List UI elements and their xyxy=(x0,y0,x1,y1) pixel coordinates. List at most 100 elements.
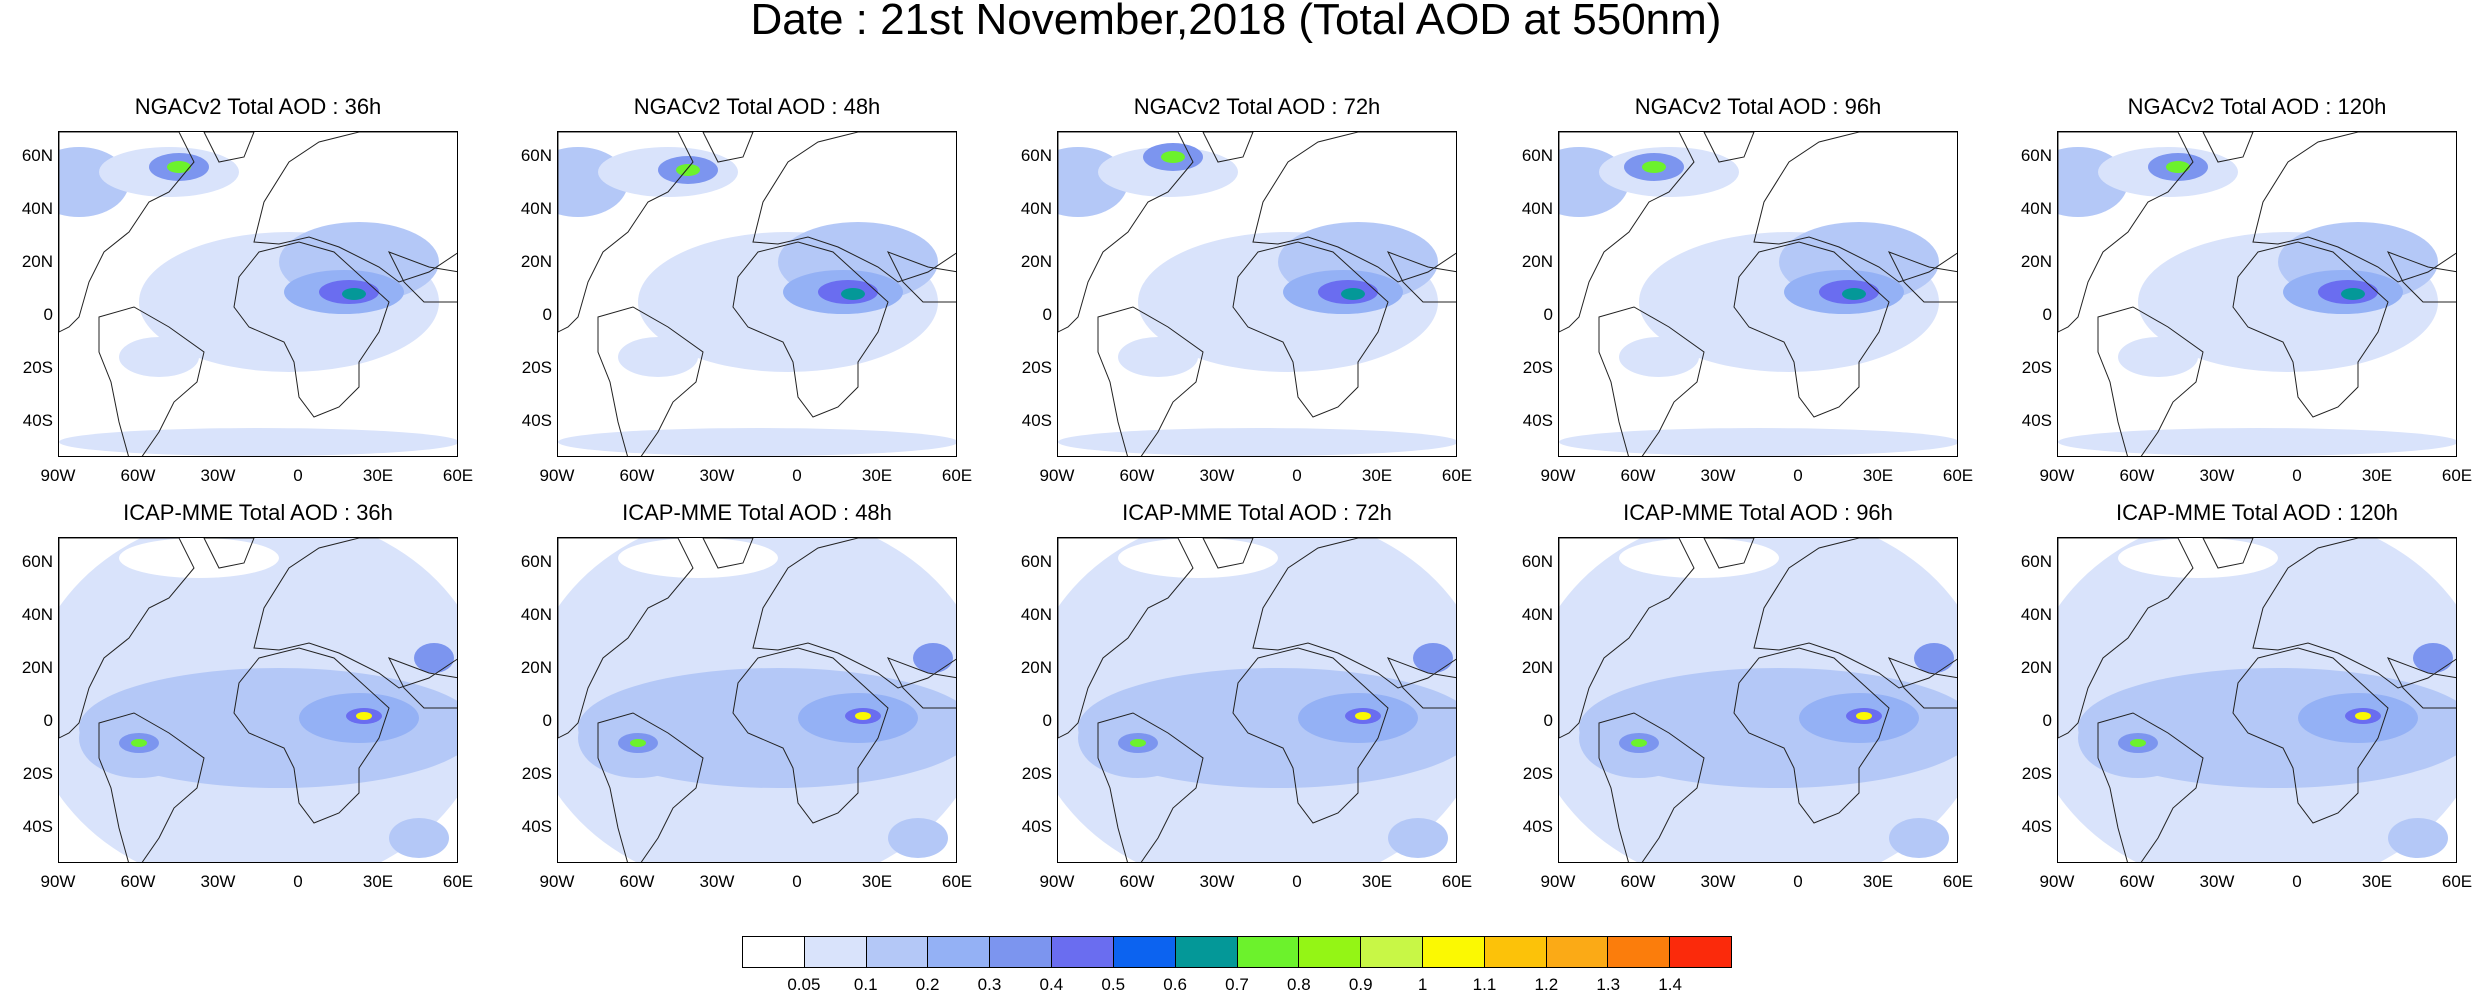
longitude-tick-label: 0 xyxy=(1292,466,1302,485)
colorbar-label: 0.2 xyxy=(915,975,940,994)
colorbar-swatch xyxy=(1236,937,1299,967)
latitude-tick-label: 40S xyxy=(1021,817,1052,836)
latitude-tick-label: 60N xyxy=(21,146,53,165)
longitude-tick-label: 60E xyxy=(2441,466,2472,485)
latitude-tick-label: 20N xyxy=(520,658,552,677)
aod-map xyxy=(1558,131,1958,457)
latitude-tick-label: 20S xyxy=(2021,358,2052,377)
longitude-tick-label: 60E xyxy=(442,466,474,485)
latitude-tick-label: 20N xyxy=(21,658,53,677)
latitude-tick-label: 40N xyxy=(1521,605,1553,624)
aod-map xyxy=(1057,537,1457,863)
colorbar-swatch xyxy=(1112,937,1175,967)
latitude-tick-label: 20N xyxy=(2020,658,2052,677)
panel-title: ICAP-MME Total AOD : 120h xyxy=(2115,500,2399,525)
longitude-tick-label: 60W xyxy=(1119,872,1155,891)
longitude-tick-label: 90W xyxy=(539,466,575,485)
panel-title: NGACv2 Total AOD : 36h xyxy=(134,94,382,119)
latitude-tick-label: 0 xyxy=(2042,711,2052,730)
latitude-tick-label: 20N xyxy=(1020,658,1052,677)
longitude-tick-label: 90W xyxy=(1039,872,1075,891)
latitude-tick-label: 40S xyxy=(1522,817,1553,836)
longitude-tick-label: 30W xyxy=(1199,466,1235,485)
colorbar-label: 0.3 xyxy=(977,975,1002,994)
colorbar-label: 1.4 xyxy=(1658,975,1682,994)
latitude-tick-label: 40N xyxy=(21,199,53,218)
panel-title: ICAP-MME Total AOD : 96h xyxy=(1623,500,1893,525)
panel-title: NGACv2 Total AOD : 72h xyxy=(1133,94,1381,119)
latitude-tick-label: 0 xyxy=(1543,305,1553,324)
colorbar-swatch xyxy=(927,937,990,967)
colorbar-swatch xyxy=(1545,937,1608,967)
latitude-tick-label: 0 xyxy=(1543,711,1553,730)
colorbar-swatch xyxy=(1360,937,1422,967)
colorbar-label: 0.9 xyxy=(1348,975,1373,994)
latitude-tick-label: 20S xyxy=(521,764,552,783)
latitude-tick-label: 40S xyxy=(2021,817,2052,836)
latitude-tick-label: 40S xyxy=(521,817,552,836)
longitude-tick-label: 90W xyxy=(40,872,76,891)
colorbar-label: 0.1 xyxy=(853,975,878,994)
colorbar-label: 0.05 xyxy=(787,975,821,994)
colorbar-label: 0.6 xyxy=(1163,975,1187,994)
colorbar-label: 0.7 xyxy=(1225,975,1249,994)
latitude-tick-label: 20S xyxy=(1021,764,1052,783)
colorbar-label: 1.3 xyxy=(1596,975,1621,994)
colorbar-label: 0.4 xyxy=(1039,975,1064,994)
longitude-tick-label: 60W xyxy=(2119,872,2155,891)
colorbar-label: 1.1 xyxy=(1472,975,1497,994)
longitude-tick-label: 60E xyxy=(2441,872,2472,891)
longitude-tick-label: 0 xyxy=(293,872,303,891)
longitude-tick-label: 30W xyxy=(200,466,236,485)
latitude-tick-label: 40S xyxy=(22,817,53,836)
longitude-tick-label: 60E xyxy=(1942,466,1974,485)
latitude-tick-label: 20S xyxy=(22,358,53,377)
longitude-tick-label: 60W xyxy=(1620,872,1656,891)
latitude-tick-label: 40N xyxy=(1020,605,1052,624)
latitude-tick-label: 40S xyxy=(22,411,53,430)
longitude-tick-label: 60E xyxy=(941,466,973,485)
longitude-tick-label: 60E xyxy=(941,872,973,891)
longitude-tick-label: 30E xyxy=(2361,466,2393,485)
longitude-tick-label: 0 xyxy=(1793,872,1803,891)
latitude-tick-label: 20S xyxy=(1522,358,1553,377)
panel-title: ICAP-MME Total AOD : 36h xyxy=(123,500,393,525)
longitude-tick-label: 30W xyxy=(1700,872,1736,891)
latitude-tick-label: 60N xyxy=(1521,146,1553,165)
latitude-tick-label: 60N xyxy=(1020,146,1052,165)
longitude-tick-label: 30E xyxy=(861,872,893,891)
longitude-tick-label: 30E xyxy=(1361,872,1393,891)
longitude-tick-label: 90W xyxy=(40,466,76,485)
colorbar-swatch xyxy=(1607,937,1670,967)
longitude-tick-label: 30W xyxy=(1700,466,1736,485)
longitude-tick-label: 90W xyxy=(1540,466,1576,485)
panel-title: NGACv2 Total AOD : 48h xyxy=(633,94,881,119)
longitude-tick-label: 60E xyxy=(1441,466,1473,485)
colorbar-swatch xyxy=(989,937,1052,967)
colorbar-swatch xyxy=(1298,937,1361,967)
aod-field xyxy=(59,132,457,456)
colorbar-swatch xyxy=(1669,937,1731,967)
aod-map xyxy=(58,537,458,863)
longitude-tick-label: 60W xyxy=(1119,466,1155,485)
latitude-tick-label: 60N xyxy=(520,146,552,165)
panel-title: NGACv2 Total AOD : 120h xyxy=(2127,94,2387,119)
latitude-tick-label: 40N xyxy=(21,605,53,624)
colorbar-label: 1.2 xyxy=(1534,975,1559,994)
latitude-tick-label: 0 xyxy=(2042,305,2052,324)
longitude-tick-label: 30E xyxy=(1862,466,1894,485)
latitude-tick-label: 40S xyxy=(1522,411,1553,430)
longitude-tick-label: 60W xyxy=(619,466,655,485)
aod-field xyxy=(2058,538,2456,862)
latitude-tick-label: 40N xyxy=(520,605,552,624)
longitude-tick-label: 0 xyxy=(792,466,802,485)
aod-field xyxy=(558,538,956,862)
latitude-tick-label: 60N xyxy=(2020,146,2052,165)
longitude-tick-label: 30W xyxy=(699,872,735,891)
latitude-tick-label: 20S xyxy=(1021,358,1052,377)
longitude-tick-label: 0 xyxy=(1793,466,1803,485)
longitude-tick-label: 60E xyxy=(1441,872,1473,891)
aod-map xyxy=(2057,131,2457,457)
longitude-tick-label: 90W xyxy=(1039,466,1075,485)
latitude-tick-label: 40N xyxy=(2020,199,2052,218)
